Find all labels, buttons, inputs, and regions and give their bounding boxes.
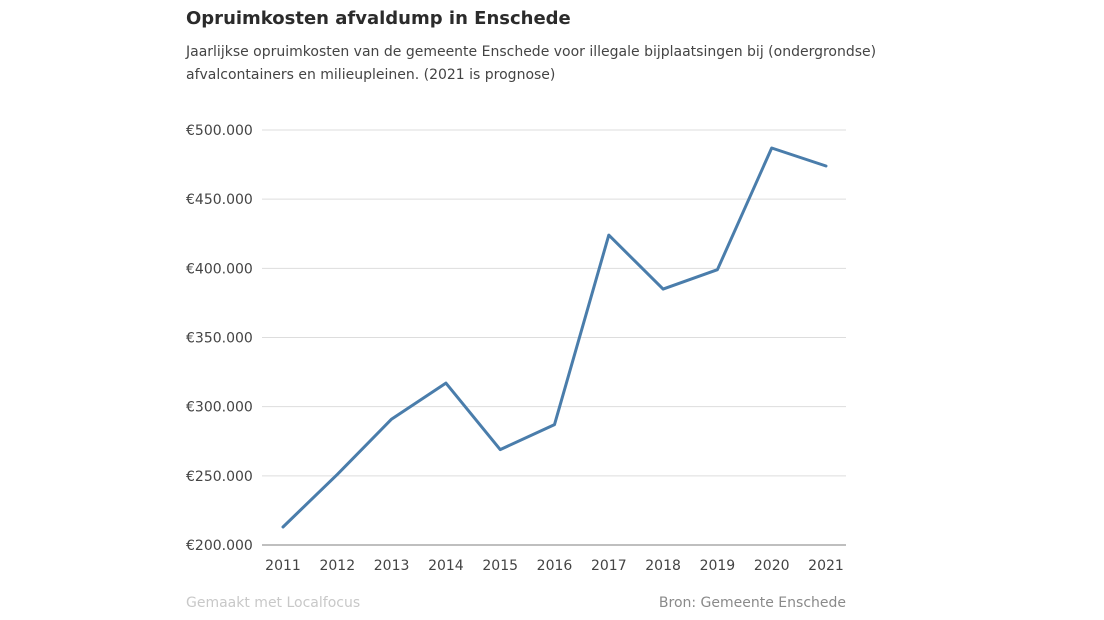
x-tick-label: 2011 [265,558,301,574]
chart-title: Opruimkosten afvaldump in Enschede [186,8,571,29]
x-tick-label: 2013 [374,558,410,574]
made-with-credit[interactable]: Gemaakt met Localfocus [186,595,361,611]
data-point [390,418,393,421]
x-tick-label: 2012 [319,558,355,574]
data-point [825,164,828,167]
data-point [770,146,773,149]
source-note: Bron: Gemeente Enschede [658,595,846,611]
data-point [662,288,665,291]
x-tick-label: 2014 [428,558,464,574]
data-point [553,423,556,426]
y-tick-label: €350.000 [186,331,253,347]
y-tick-label: €300.000 [186,400,253,416]
data-point [444,382,447,385]
chart-subtitle: Jaarlijkse opruimkosten van de gemeente … [186,44,877,83]
y-tick-label: €200.000 [186,538,253,554]
y-tick-label: €250.000 [186,469,253,485]
x-tick-label: 2021 [808,558,844,574]
x-tick-label: 2017 [591,558,627,574]
x-tick-label: 2015 [482,558,518,574]
x-tick-label: 2018 [645,558,681,574]
y-tick-label: €450.000 [186,192,253,208]
y-tick-label: €400.000 [186,261,253,277]
data-point [282,526,285,529]
data-point [607,234,610,237]
x-tick-label: 2019 [700,558,736,574]
x-tick-label: 2020 [754,558,790,574]
x-tick-label: 2016 [537,558,573,574]
data-point [716,268,719,271]
y-tick-label: €500.000 [186,123,253,139]
series-line [281,146,828,529]
data-point [336,473,339,476]
data-point [499,448,502,451]
